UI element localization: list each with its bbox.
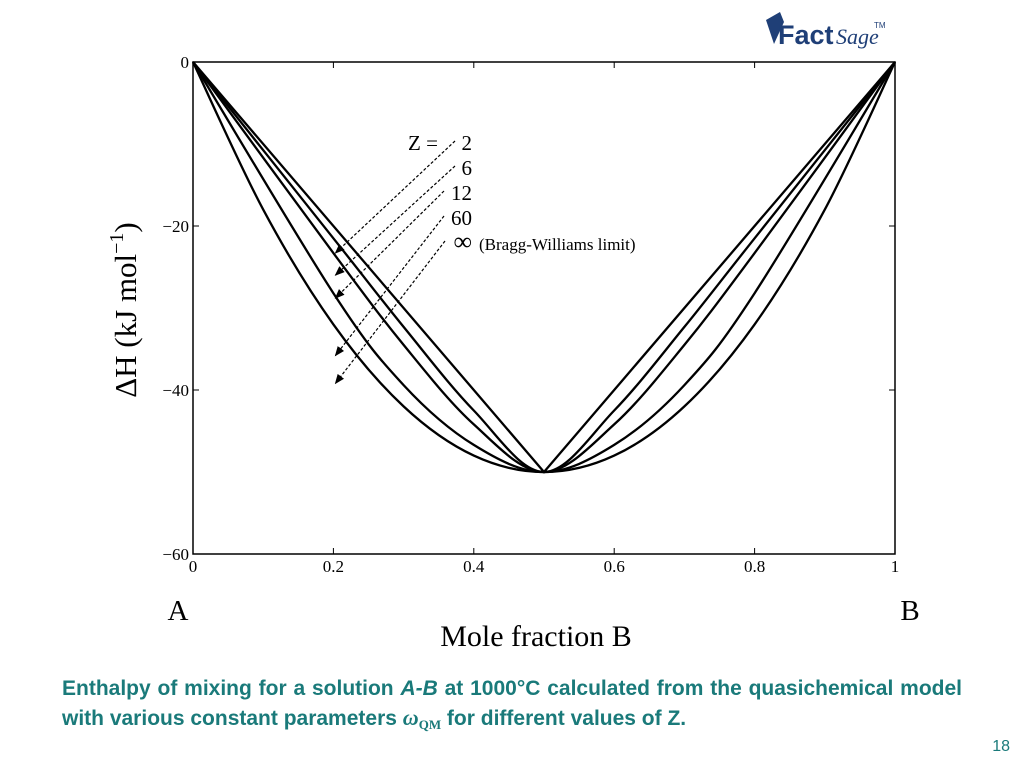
series-line-z-infinity <box>191 61 897 474</box>
x-tick-label: 0.8 <box>744 557 765 576</box>
annotation-label-2: 2 <box>462 131 473 155</box>
annotation-arrow <box>334 165 456 276</box>
ticks-group: 0 0.2 0.4 0.6 0.8 1 0 −20 −40 −60 <box>162 53 899 576</box>
annotation-arrow <box>334 190 445 299</box>
x-end-label-a: A <box>168 595 189 627</box>
curves-group <box>191 61 897 474</box>
figure-caption: Enthalpy of mixing for a solution A-B at… <box>62 674 962 739</box>
x-tick-label: 1 <box>891 557 900 576</box>
annotation-label-6: 6 <box>462 156 473 180</box>
annotation-note: (Bragg-Williams limit) <box>479 235 636 254</box>
x-tick-label: 0.4 <box>463 557 485 576</box>
caption-part-2: at 1000°C calculated from the quasichemi… <box>62 677 962 730</box>
plot-frame <box>192 61 896 555</box>
caption-omega-symbol: ω <box>402 705 419 730</box>
y-tick-label: −40 <box>162 381 189 400</box>
y-tick-label: 0 <box>181 53 190 72</box>
caption-system: A-B <box>400 677 438 700</box>
caption-part-1: Enthalpy of mixing for a solution <box>62 677 401 700</box>
x-tick-label: 0 <box>189 557 198 576</box>
x-tick-label: 0.2 <box>323 557 344 576</box>
factsage-logo: Fact Sage TM <box>766 12 886 50</box>
series-line-z-6 <box>192 61 896 474</box>
series-line-z-12 <box>192 61 896 474</box>
annotation-arrow <box>334 140 456 254</box>
annotation-label-12: 12 <box>451 181 472 205</box>
page-number: 18 <box>992 738 1010 755</box>
logo-shield-shape <box>766 12 784 44</box>
y-tick-label: −20 <box>162 217 189 236</box>
x-tick-label: 0.6 <box>604 557 625 576</box>
caption-part-3: for different values of Z. <box>441 707 687 730</box>
caption-omega-subscript: QM <box>418 717 442 732</box>
annotation-prefix: Z = <box>408 131 438 155</box>
series-line-z-2 <box>192 61 896 474</box>
logo-text-fact: Fact <box>778 20 834 50</box>
annotation-arrow <box>334 215 445 357</box>
x-end-label-b: B <box>900 595 919 627</box>
annotation-label-infinity: ∞ <box>453 227 472 256</box>
logo-trademark: TM <box>874 21 886 30</box>
logo-text-sage: Sage <box>836 24 879 49</box>
series-line-z-60 <box>192 61 896 474</box>
y-axis-label: ΔH (kJ mol−1) <box>106 222 143 398</box>
annotation-label-60: 60 <box>451 206 472 230</box>
y-tick-label: −60 <box>162 545 189 564</box>
x-axis-label: Mole fraction B <box>440 620 632 653</box>
